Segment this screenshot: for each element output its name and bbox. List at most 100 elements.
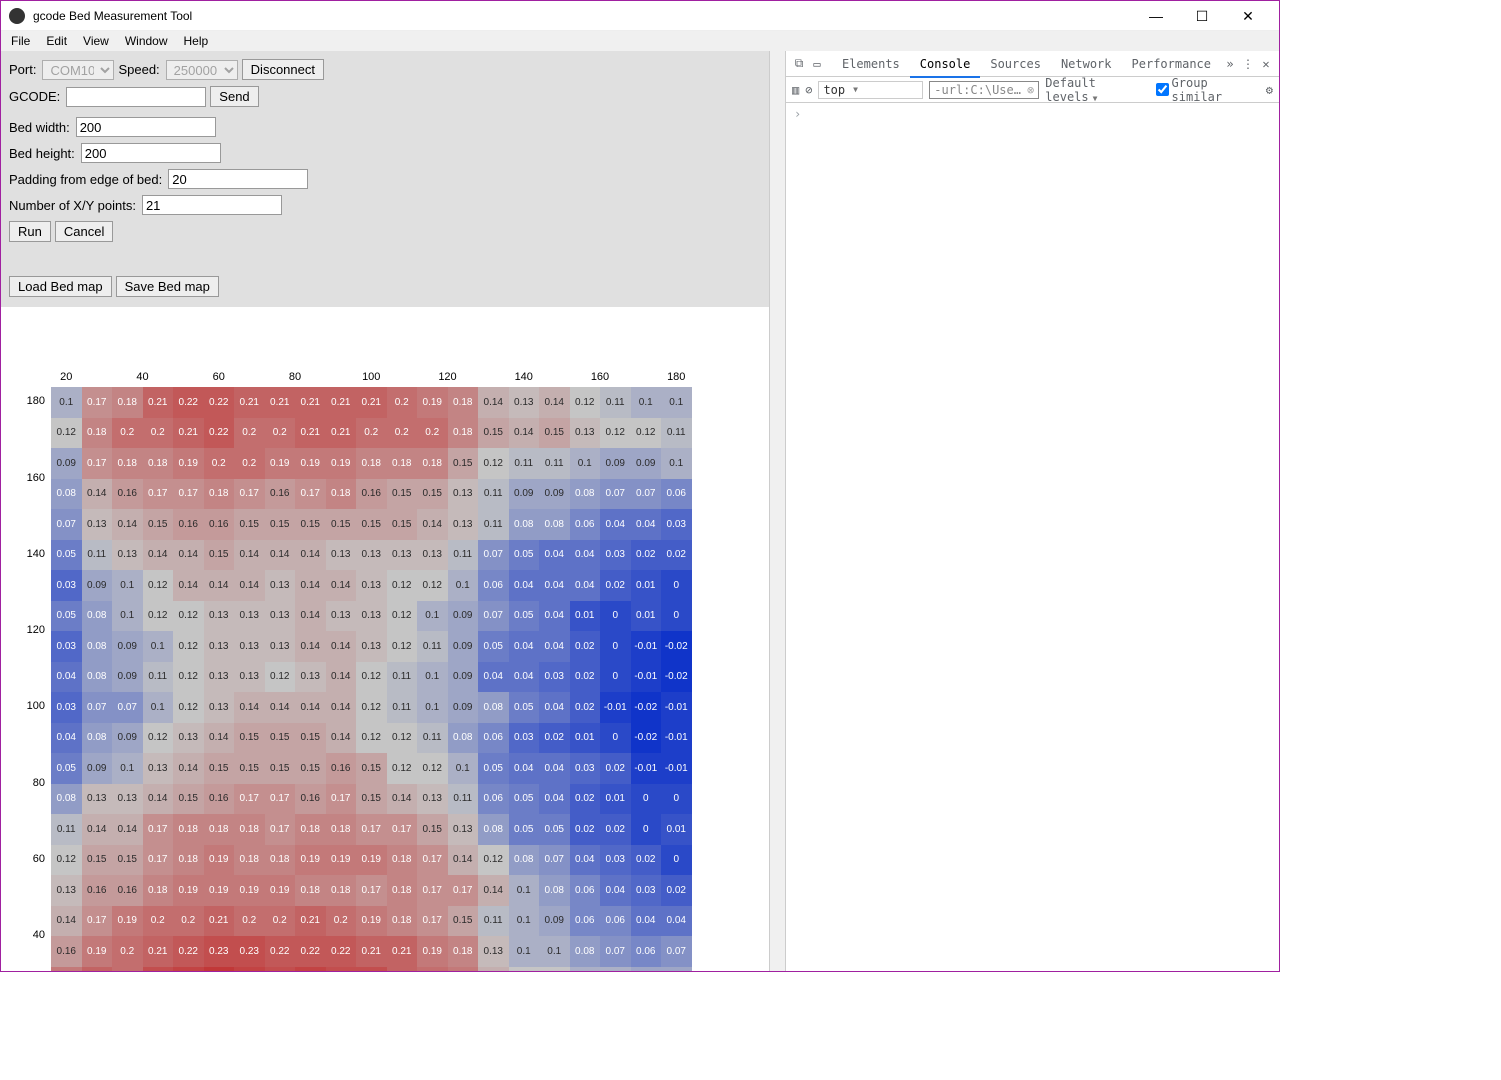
heatmap-cell: 0.07 xyxy=(539,845,570,876)
disconnect-button[interactable]: Disconnect xyxy=(242,59,324,80)
heatmap-cell: 0.12 xyxy=(173,662,204,693)
bed-width-input[interactable] xyxy=(76,117,216,137)
heatmap-cell: 0.03 xyxy=(600,540,631,571)
vertical-scrollbar[interactable] xyxy=(769,51,785,971)
cancel-button[interactable]: Cancel xyxy=(55,221,113,242)
devtools-tab-network[interactable]: Network xyxy=(1051,52,1122,76)
points-input[interactable] xyxy=(142,195,282,215)
window-maximize-button[interactable]: ☐ xyxy=(1179,1,1225,31)
heatmap-cell: 0 xyxy=(600,601,631,632)
heatmap-cell: 0.14 xyxy=(326,662,357,693)
menu-window[interactable]: Window xyxy=(117,32,176,50)
heatmap-y-tick: 180 xyxy=(21,395,45,407)
device-toolbar-icon[interactable]: ▭ xyxy=(808,57,826,71)
heatmap-cell: 0.16 xyxy=(51,936,82,967)
heatmap-cell: 0.01 xyxy=(570,723,601,754)
heatmap-cell: 0 xyxy=(600,631,631,662)
more-tabs-icon[interactable]: » xyxy=(1221,57,1239,71)
heatmap-cell: -0.02 xyxy=(661,662,692,693)
heatmap-cell: 0.1 xyxy=(112,753,143,784)
heatmap-y-tick: 40 xyxy=(21,929,45,941)
heatmap-cell: 0.14 xyxy=(82,479,113,510)
heatmap-cell: 0.04 xyxy=(600,509,631,540)
heatmap-cell: 0.17 xyxy=(326,784,357,815)
port-select[interactable]: COM10 xyxy=(42,60,114,80)
run-button[interactable]: Run xyxy=(9,221,51,242)
heatmap-cell: 0.18 xyxy=(295,875,326,906)
save-bed-map-button[interactable]: Save Bed map xyxy=(116,276,219,297)
heatmap-cell: 0.08 xyxy=(51,784,82,815)
heatmap-cell: 0.21 xyxy=(295,387,326,418)
heatmap-cell: 0.14 xyxy=(143,784,174,815)
send-button[interactable]: Send xyxy=(210,86,258,107)
heatmap-cell: 0.14 xyxy=(234,692,265,723)
heatmap-cell: 0.12 xyxy=(173,692,204,723)
heatmap-cell: 0.1 xyxy=(143,692,174,723)
menu-view[interactable]: View xyxy=(75,32,117,50)
heatmap-cell: 0.11 xyxy=(417,631,448,662)
heatmap-cell: 0.13 xyxy=(570,418,601,449)
inspect-icon[interactable]: ⧉ xyxy=(790,56,808,71)
console-sidebar-icon[interactable]: ▥ xyxy=(792,83,799,97)
heatmap-cell: 0.08 xyxy=(82,662,113,693)
console-output[interactable] xyxy=(786,103,1279,971)
speed-select[interactable]: 250000 xyxy=(166,60,238,80)
heatmap-cell: 0.03 xyxy=(509,723,540,754)
heatmap-cell: 0.08 xyxy=(51,479,82,510)
heatmap-cell: 0.13 xyxy=(112,784,143,815)
heatmap-x-tick: 180 xyxy=(666,371,686,383)
heatmap-cell: 0.18 xyxy=(143,875,174,906)
load-bed-map-button[interactable]: Load Bed map xyxy=(9,276,112,297)
gcode-input[interactable] xyxy=(66,87,206,107)
heatmap-y-tick: 60 xyxy=(21,853,45,865)
devtools-tab-sources[interactable]: Sources xyxy=(980,52,1051,76)
context-select[interactable]: top xyxy=(818,81,923,99)
heatmap-cell: 0.04 xyxy=(539,753,570,784)
console-settings-icon[interactable]: ⚙ xyxy=(1266,83,1273,97)
heatmap-cell: 0.24 xyxy=(173,967,204,972)
heatmap-cell: -0.01 xyxy=(661,723,692,754)
devtools-tab-elements[interactable]: Elements xyxy=(832,52,910,76)
heatmap-cell: 0.03 xyxy=(631,875,662,906)
menu-edit[interactable]: Edit xyxy=(38,32,75,50)
devtools-tab-console[interactable]: Console xyxy=(910,52,981,78)
bed-height-input[interactable] xyxy=(81,143,221,163)
heatmap-cell: 0.08 xyxy=(570,479,601,510)
heatmap-cell: 0.04 xyxy=(509,570,540,601)
menu-help[interactable]: Help xyxy=(176,32,217,50)
heatmap-cell: 0.17 xyxy=(82,906,113,937)
heatmap-cell: 0.15 xyxy=(234,509,265,540)
padding-input[interactable] xyxy=(168,169,308,189)
menu-file[interactable]: File xyxy=(3,32,38,50)
controls-panel: Port: COM10 Speed: 250000 Disconnect GCO… xyxy=(1,51,769,307)
console-filter-input[interactable]: -url:C:\Users\Shar⊗ xyxy=(929,81,1039,99)
heatmap-cell: 0.19 xyxy=(417,936,448,967)
window-minimize-button[interactable]: — xyxy=(1133,1,1179,31)
heatmap-cell: 0.14 xyxy=(295,540,326,571)
heatmap-cell: 0.21 xyxy=(356,936,387,967)
heatmap-cell: 0.19 xyxy=(265,875,296,906)
heatmap-y-tick: 100 xyxy=(21,700,45,712)
window-close-button[interactable]: ✕ xyxy=(1225,1,1271,31)
heatmap-cell: 0.21 xyxy=(173,418,204,449)
group-similar-checkbox[interactable]: Group similar xyxy=(1156,76,1260,104)
heatmap-cell: 0.15 xyxy=(356,753,387,784)
heatmap-cell: 0.19 xyxy=(295,845,326,876)
heatmap-cell: 0.09 xyxy=(539,906,570,937)
heatmap-cell: 0.1 xyxy=(661,448,692,479)
heatmap-cell: 0.18 xyxy=(448,936,479,967)
heatmap-cell: 0.01 xyxy=(631,601,662,632)
heatmap-cell: 0.12 xyxy=(51,845,82,876)
heatmap-cell: 0.04 xyxy=(661,906,692,937)
devtools-menu-icon[interactable]: ⋮ xyxy=(1239,57,1257,71)
devtools-close-icon[interactable]: ✕ xyxy=(1257,57,1275,71)
devtools-tab-performance[interactable]: Performance xyxy=(1122,52,1221,76)
heatmap-cell: 0.02 xyxy=(661,875,692,906)
log-levels-select[interactable]: Default levels xyxy=(1045,76,1149,104)
heatmap-cell: 0.13 xyxy=(417,784,448,815)
heatmap-cell: 0.1 xyxy=(448,753,479,784)
heatmap-cell: 0.21 xyxy=(326,418,357,449)
heatmap-cell: 0.12 xyxy=(478,845,509,876)
clear-console-icon[interactable]: ⊘ xyxy=(805,83,812,97)
heatmap-cell: 0.17 xyxy=(234,479,265,510)
